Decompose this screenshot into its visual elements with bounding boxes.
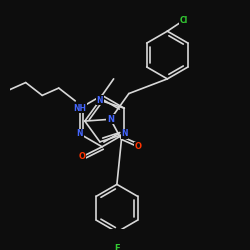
Text: N: N bbox=[97, 96, 103, 105]
Text: O: O bbox=[134, 142, 141, 151]
Text: F: F bbox=[114, 244, 120, 250]
Text: NH: NH bbox=[73, 104, 86, 113]
Text: N: N bbox=[76, 130, 83, 138]
Text: N: N bbox=[107, 115, 114, 124]
Text: Cl: Cl bbox=[180, 16, 188, 25]
Text: N: N bbox=[121, 130, 128, 138]
Text: O: O bbox=[79, 152, 86, 161]
